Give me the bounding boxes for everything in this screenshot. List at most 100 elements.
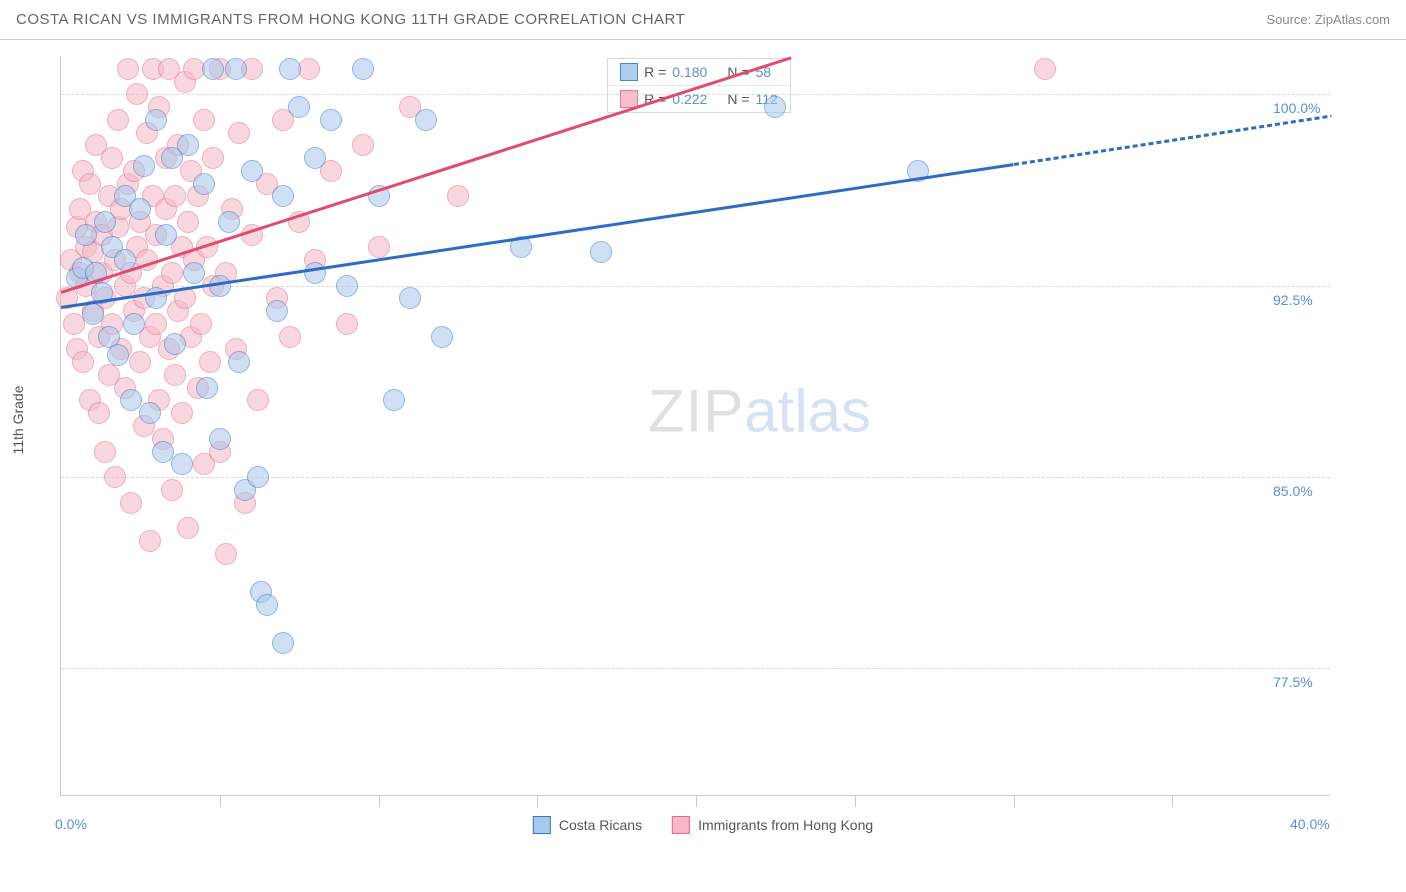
point-costa-ricans — [183, 262, 205, 284]
point-hong-kong — [101, 147, 123, 169]
point-hong-kong — [279, 326, 301, 348]
point-hong-kong — [171, 402, 193, 424]
r-label: R = — [644, 64, 666, 80]
point-costa-ricans — [383, 389, 405, 411]
point-costa-ricans — [225, 58, 247, 80]
point-costa-ricans — [279, 58, 301, 80]
point-hong-kong — [145, 313, 167, 335]
point-hong-kong — [164, 364, 186, 386]
point-costa-ricans — [352, 58, 374, 80]
point-costa-ricans — [288, 96, 310, 118]
swatch-costa-ricans-stats — [620, 63, 638, 81]
x-tick-label: 40.0% — [1290, 816, 1330, 832]
point-hong-kong — [72, 351, 94, 373]
point-costa-ricans — [145, 109, 167, 131]
point-costa-ricans — [107, 344, 129, 366]
point-hong-kong — [202, 147, 224, 169]
point-costa-ricans — [247, 466, 269, 488]
point-costa-ricans — [209, 428, 231, 450]
point-costa-ricans — [266, 300, 288, 322]
point-hong-kong — [104, 466, 126, 488]
x-tick — [220, 795, 221, 807]
gridline — [61, 94, 1330, 95]
point-hong-kong — [190, 313, 212, 335]
point-costa-ricans — [415, 109, 437, 131]
point-hong-kong — [117, 58, 139, 80]
point-hong-kong — [368, 236, 390, 258]
point-hong-kong — [199, 351, 221, 373]
legend-item-hong-kong: Immigrants from Hong Kong — [672, 816, 873, 834]
point-costa-ricans — [123, 313, 145, 335]
point-hong-kong — [120, 492, 142, 514]
point-costa-ricans — [177, 134, 199, 156]
point-costa-ricans — [75, 224, 97, 246]
point-costa-ricans — [228, 351, 250, 373]
point-costa-ricans — [202, 58, 224, 80]
gridline — [61, 668, 1330, 669]
x-tick — [1172, 795, 1173, 807]
point-hong-kong — [193, 109, 215, 131]
point-costa-ricans — [304, 262, 326, 284]
point-costa-ricans — [139, 402, 161, 424]
point-costa-ricans — [129, 198, 151, 220]
series-legend: Costa Ricans Immigrants from Hong Kong — [533, 816, 873, 834]
point-costa-ricans — [304, 147, 326, 169]
x-tick — [855, 795, 856, 807]
scatter-plot-area: ZIPatlas R =0.180N =58R =0.222N =112 77.… — [60, 56, 1330, 796]
point-costa-ricans — [272, 632, 294, 654]
point-costa-ricans — [164, 333, 186, 355]
legend-label-costa-ricans: Costa Ricans — [559, 817, 642, 833]
point-hong-kong — [161, 479, 183, 501]
watermark-zip: ZIP — [648, 378, 744, 445]
watermark-atlas: atlas — [744, 378, 871, 445]
point-hong-kong — [215, 543, 237, 565]
y-tick-label: 85.0% — [1273, 483, 1333, 499]
legend-item-costa-ricans: Costa Ricans — [533, 816, 642, 834]
point-costa-ricans — [431, 326, 453, 348]
point-hong-kong — [298, 58, 320, 80]
point-hong-kong — [139, 530, 161, 552]
point-hong-kong — [129, 351, 151, 373]
point-costa-ricans — [399, 287, 421, 309]
point-hong-kong — [352, 134, 374, 156]
point-costa-ricans — [241, 160, 263, 182]
watermark: ZIPatlas — [648, 377, 871, 446]
point-hong-kong — [228, 122, 250, 144]
x-tick-label: 0.0% — [55, 816, 87, 832]
point-costa-ricans — [218, 211, 240, 233]
chart-header: COSTA RICAN VS IMMIGRANTS FROM HONG KONG… — [0, 0, 1406, 40]
point-hong-kong — [177, 211, 199, 233]
y-axis-label: 11th Grade — [10, 385, 26, 454]
point-costa-ricans — [320, 109, 342, 131]
point-hong-kong — [107, 109, 129, 131]
swatch-hong-kong — [672, 816, 690, 834]
stat-row-costa-ricans: R =0.180N =58 — [608, 59, 790, 85]
x-tick — [379, 795, 380, 807]
r-value-costa-ricans: 0.180 — [672, 64, 707, 80]
point-hong-kong — [1034, 58, 1056, 80]
point-hong-kong — [126, 83, 148, 105]
point-hong-kong — [177, 517, 199, 539]
point-hong-kong — [94, 441, 116, 463]
point-costa-ricans — [82, 303, 104, 325]
point-costa-ricans — [120, 389, 142, 411]
swatch-costa-ricans — [533, 816, 551, 834]
point-costa-ricans — [94, 211, 116, 233]
point-costa-ricans — [256, 594, 278, 616]
point-hong-kong — [247, 389, 269, 411]
point-costa-ricans — [764, 96, 786, 118]
point-costa-ricans — [155, 224, 177, 246]
y-tick-label: 100.0% — [1273, 100, 1333, 116]
point-costa-ricans — [196, 377, 218, 399]
y-tick-label: 92.5% — [1273, 292, 1333, 308]
point-costa-ricans — [133, 155, 155, 177]
point-hong-kong — [79, 173, 101, 195]
gridline — [61, 286, 1330, 287]
chart-title: COSTA RICAN VS IMMIGRANTS FROM HONG KONG… — [16, 11, 685, 28]
source-attribution: Source: ZipAtlas.com — [1266, 12, 1390, 27]
point-costa-ricans — [152, 441, 174, 463]
point-costa-ricans — [272, 185, 294, 207]
regression-line-costa-ricans-extrapolated — [1013, 115, 1331, 166]
y-tick-label: 77.5% — [1273, 674, 1333, 690]
point-hong-kong — [447, 185, 469, 207]
